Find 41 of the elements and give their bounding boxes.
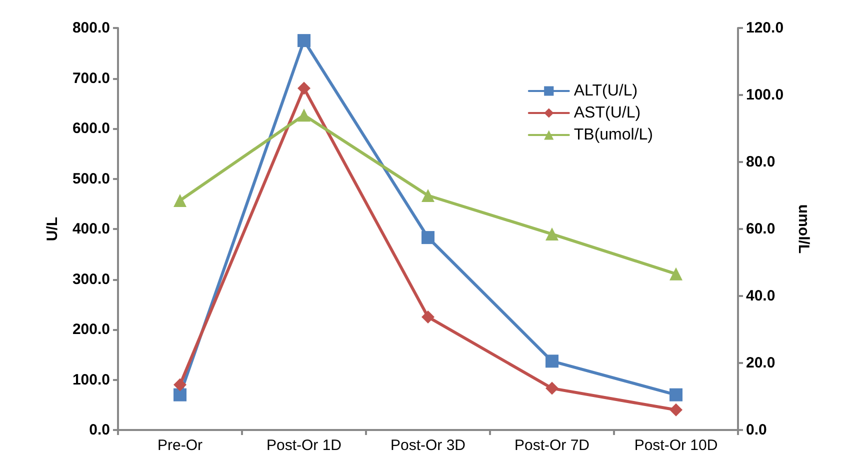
y2-axis-title: umol/L — [795, 204, 812, 254]
point — [422, 231, 434, 244]
y2-tick-label: 40.0 — [746, 288, 776, 304]
point — [298, 82, 310, 95]
y-axis-title: U/L — [44, 216, 61, 242]
y-tick-label: 100.0 — [72, 371, 110, 388]
x-tick-label: Post-Or 7D — [514, 437, 590, 454]
legend-label: AST(U/L) — [574, 104, 641, 122]
x-tick-label: Post-Or 3D — [390, 437, 466, 454]
y2-tick-label: 80.0 — [746, 154, 776, 170]
point — [422, 189, 434, 202]
y-tick-label: 400.0 — [72, 220, 110, 238]
point — [298, 108, 310, 122]
y-tick-label: 800.0 — [72, 20, 110, 36]
x-tick-label: Pre-Or — [158, 437, 203, 454]
point — [174, 378, 186, 392]
point — [422, 310, 434, 324]
point — [670, 267, 682, 280]
y-tick-label: 500.0 — [72, 170, 110, 188]
y-tick-label: 0.0 — [89, 422, 110, 438]
y2-tick-label: 100.0 — [746, 86, 784, 104]
point — [670, 388, 682, 402]
y-tick-label: 600.0 — [72, 120, 110, 137]
point — [174, 194, 186, 208]
point — [546, 228, 558, 241]
legend-label: TB(umol/L) — [574, 126, 653, 144]
y2-tick-label: 0.0 — [746, 422, 767, 438]
y2-tick-label: 60.0 — [746, 220, 776, 238]
point — [174, 388, 186, 402]
y2-tick-label: 120.0 — [746, 20, 784, 36]
point — [298, 34, 310, 48]
x-tick-label: Post-Or 1D — [266, 437, 342, 454]
legend-label: ALT(U/L) — [574, 82, 638, 100]
y-tick-label: 300.0 — [72, 270, 110, 288]
y2-tick-label: 20.0 — [746, 354, 776, 372]
x-tick-label: Post-Or 10D — [634, 437, 718, 454]
y-tick-label: 700.0 — [72, 70, 110, 87]
point — [546, 354, 558, 368]
y-tick-label: 200.0 — [72, 321, 110, 338]
point — [670, 403, 682, 416]
point — [546, 382, 558, 395]
